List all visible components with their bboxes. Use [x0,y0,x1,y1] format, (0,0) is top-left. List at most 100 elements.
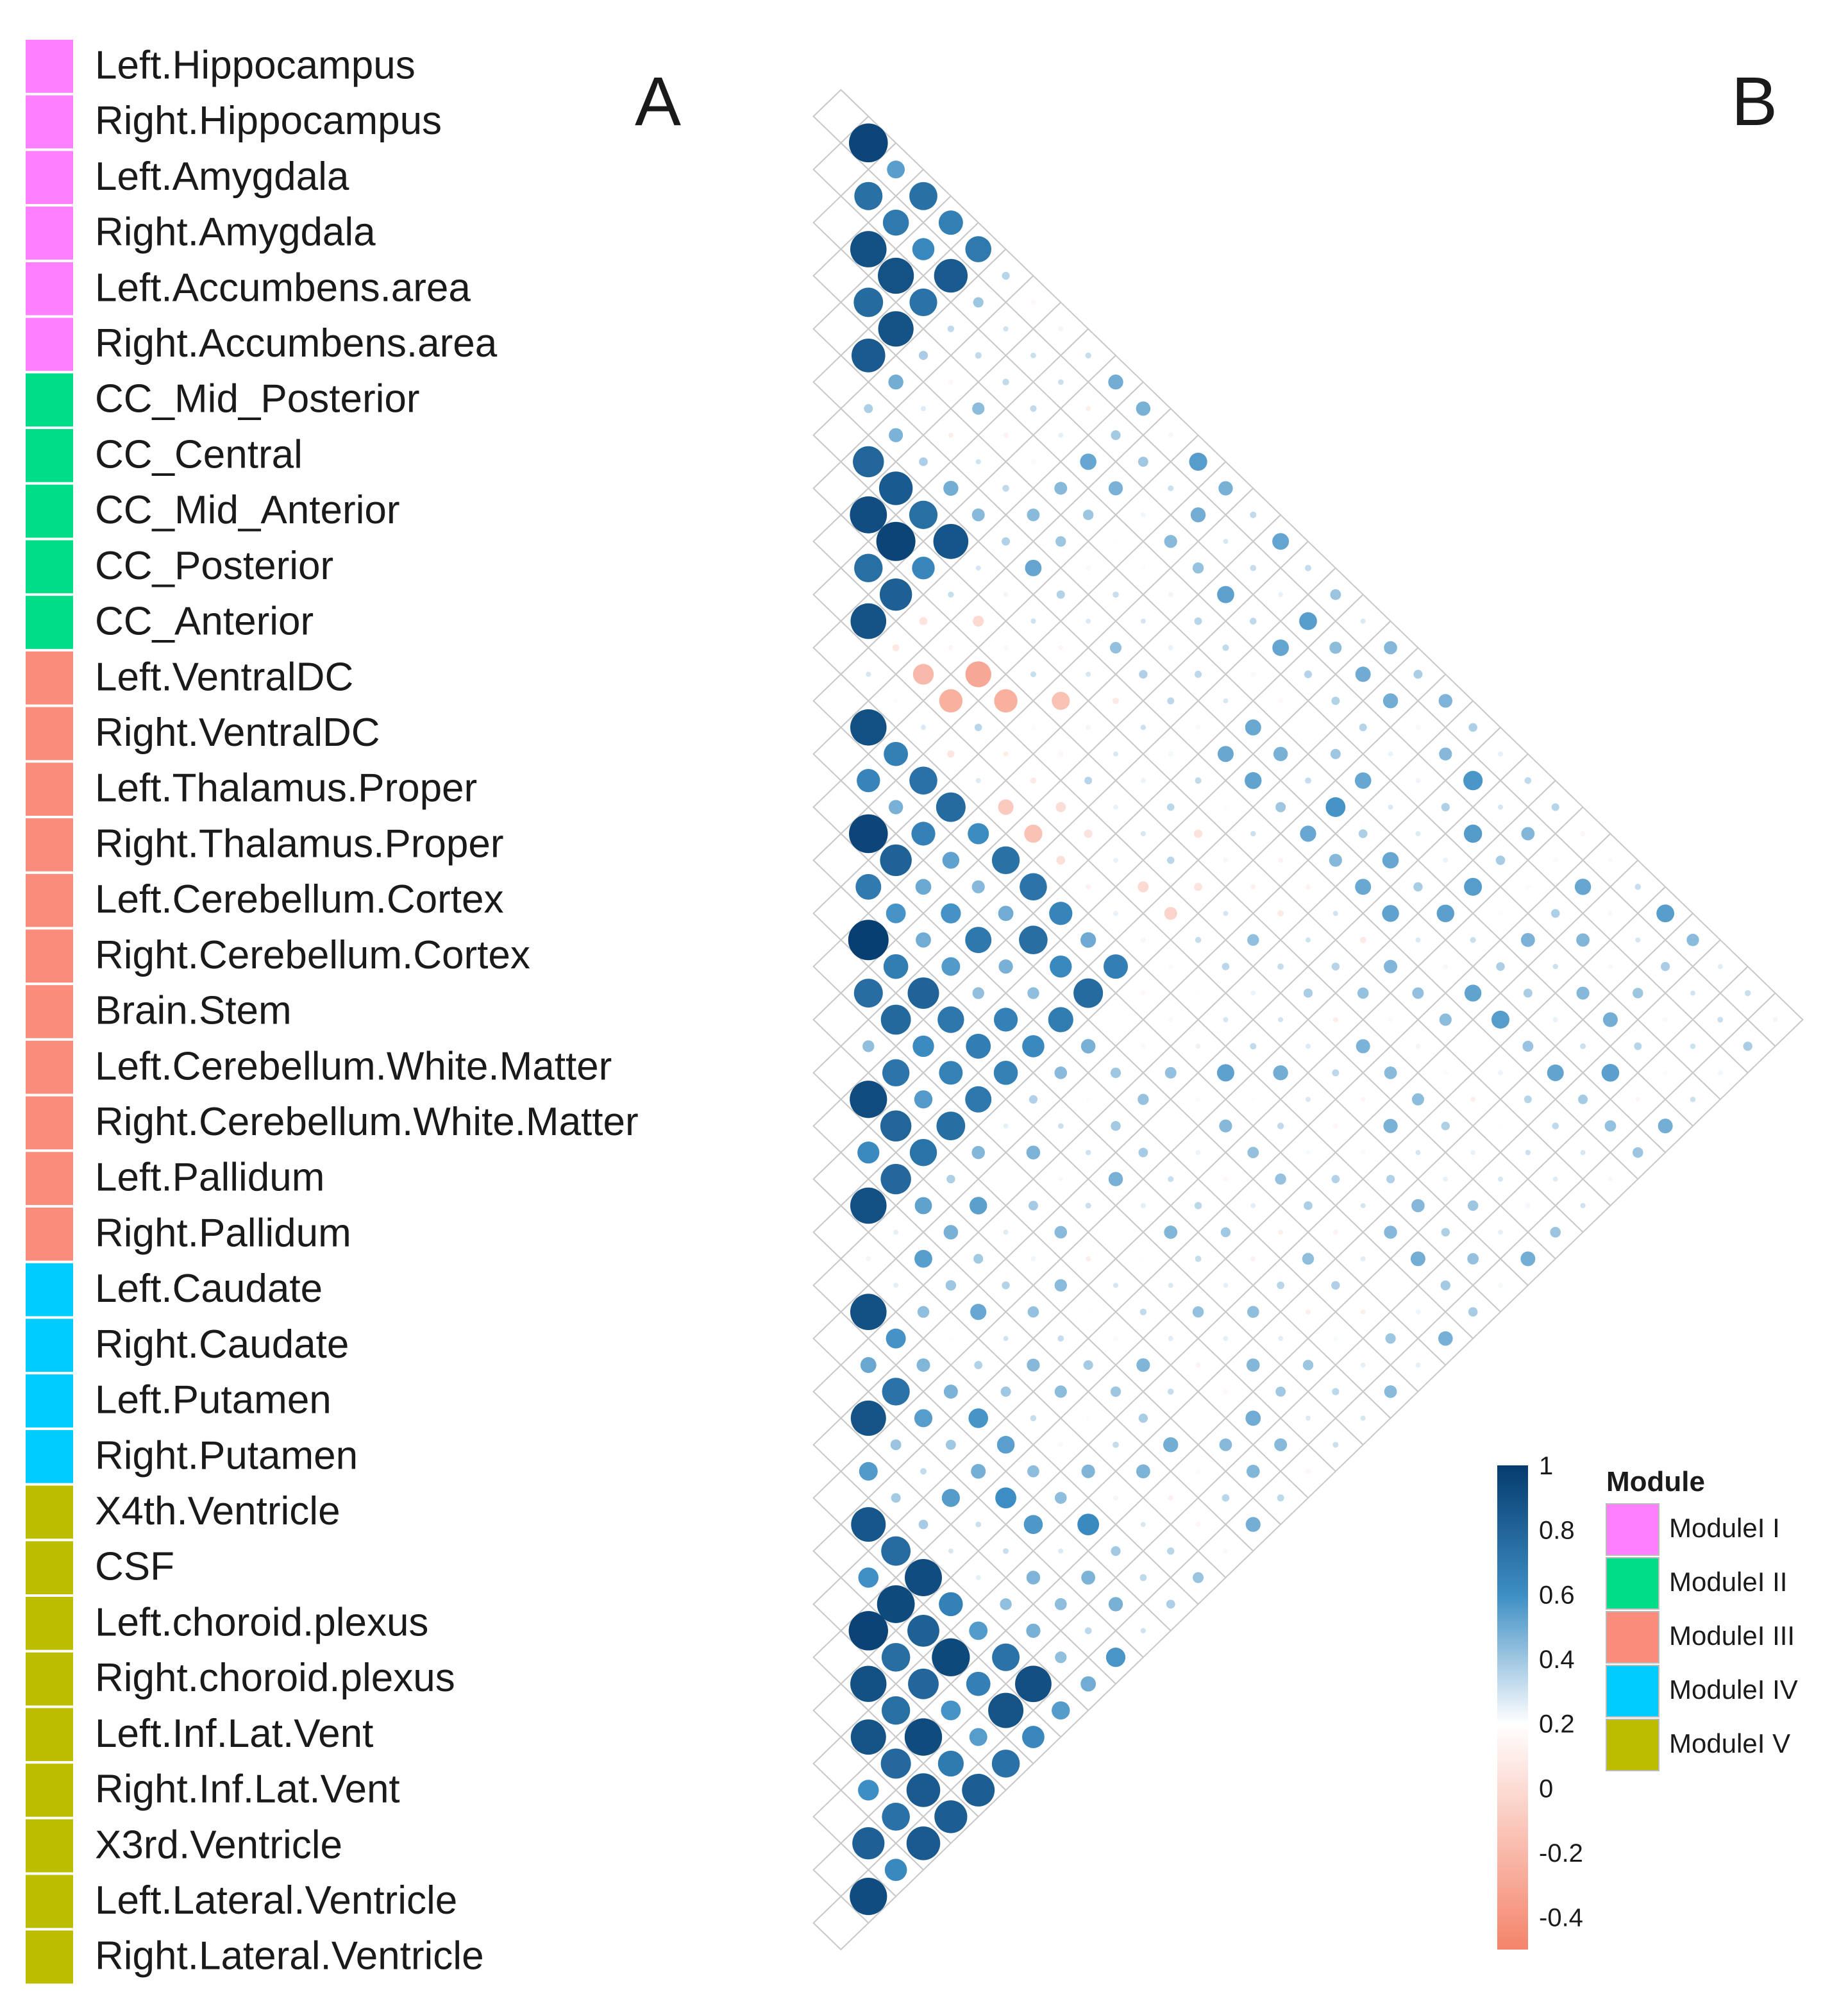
correlation-dot [1168,964,1173,970]
correlation-dot [1113,539,1118,544]
correlation-dot [1306,725,1311,730]
correlation-dot [880,1748,911,1779]
correlation-dot [1521,827,1535,841]
correlation-dot [1000,1598,1012,1610]
correlation-dot [906,1826,941,1860]
correlation-dot [912,664,934,685]
correlation-dot [1382,905,1399,922]
correlation-dot [1245,1410,1261,1426]
correlation-dot [1608,857,1613,863]
correlation-dot [970,1197,987,1215]
correlation-dot [971,508,985,521]
correlation-dot [889,428,903,442]
correlation-dot [1608,911,1613,916]
correlation-dot [1086,1415,1091,1421]
module-legend-items: ModuleI I ModuleI II ModuleI III ModuleI IV… [1606,1503,1798,1771]
correlation-dot [1139,1308,1147,1315]
correlation-dot [1003,432,1009,438]
correlation-dot [1552,1122,1559,1130]
correlation-dot [1195,990,1201,996]
correlation-dot [1275,802,1286,813]
correlation-dot [1025,559,1042,577]
correlation-dot [937,1750,964,1777]
correlation-dot [1415,1362,1421,1368]
correlation-dot [1058,326,1064,332]
correlation-dot [1306,1469,1311,1474]
region-label: Left.VentralDC [95,655,353,699]
correlation-dot [1223,857,1229,863]
correlation-dot [1415,831,1421,836]
correlation-dot [1195,1415,1201,1421]
correlation-dot [1050,955,1072,978]
correlation-dot [948,379,953,385]
correlation-dot [853,446,884,478]
module-bar-13 [26,763,73,816]
correlation-dot [1686,934,1699,947]
correlation-dot [1547,1064,1564,1081]
correlation-dot [1113,697,1119,704]
correlation-dot [1523,988,1533,998]
module-bar-0 [26,40,73,93]
correlation-dot [975,352,982,359]
correlation-dot [1356,1039,1370,1054]
correlation-dot [1247,1306,1259,1319]
correlation-dot [1113,1336,1118,1342]
correlation-dot [1030,405,1037,412]
correlation-dot [1332,1123,1338,1129]
correlation-dot [914,1249,932,1268]
correlation-dot [969,1621,988,1640]
correlation-dot [937,1006,964,1033]
module-bar-34 [26,1930,73,1984]
correlation-dot [1470,1043,1476,1049]
correlation-dot [1602,1012,1618,1027]
module-legend-swatch [1606,1665,1659,1717]
correlation-dot [1085,1149,1091,1156]
region-label: Left.Cerebellum.Cortex [95,877,504,922]
correlation-dot [1195,1097,1201,1102]
module-legend-label: ModuleI I [1669,1513,1780,1543]
correlation-dot [1690,1096,1696,1102]
module-bar-7 [26,429,73,482]
correlation-dot [1273,1065,1288,1081]
correlation-dot [1438,694,1452,708]
correlation-dot [975,565,981,571]
correlation-dot [1302,1252,1315,1265]
correlation-dot [1167,1547,1175,1555]
colorbar-tick-label: 0.8 [1539,1517,1575,1545]
correlation-dot [1354,772,1372,789]
correlation-dot [1085,352,1091,358]
correlation-dot [1332,1442,1339,1448]
correlation-dot [850,1719,886,1755]
correlation-dot [1166,1599,1175,1609]
correlation-dot [1136,1464,1150,1479]
correlation-dot [848,920,889,961]
correlation-dot [1219,1119,1232,1133]
correlation-dot [1608,1176,1613,1182]
correlation-dot [1223,1389,1229,1394]
correlation-matrix [812,88,1804,1951]
correlation-dot [1080,932,1096,948]
correlation-dot [1054,1598,1067,1610]
correlation-dot [1223,1176,1229,1182]
correlation-dot [1439,747,1452,761]
correlation-dot [1022,1035,1045,1058]
module-bar-16 [26,929,73,983]
correlation-dot [1140,618,1146,624]
correlation-dot [1525,1203,1531,1208]
correlation-dot [879,578,912,611]
correlation-dot [1000,1386,1011,1397]
correlation-dot [1439,1013,1452,1026]
correlation-dot [890,1439,902,1451]
matrix-cell [812,1895,869,1951]
correlation-dot [1388,804,1393,810]
correlation-dot [906,1773,941,1807]
correlation-dot [857,1142,880,1164]
colorbar-tick-label: -0.4 [1539,1904,1583,1932]
correlation-dot [991,846,1020,875]
correlation-dot [973,1254,984,1264]
correlation-dot [1332,911,1338,916]
correlation-dot [1415,937,1421,943]
correlation-dot [1168,592,1173,598]
correlation-dot [1086,1256,1091,1261]
region-label: Left.Cerebellum.White.Matter [95,1044,612,1088]
